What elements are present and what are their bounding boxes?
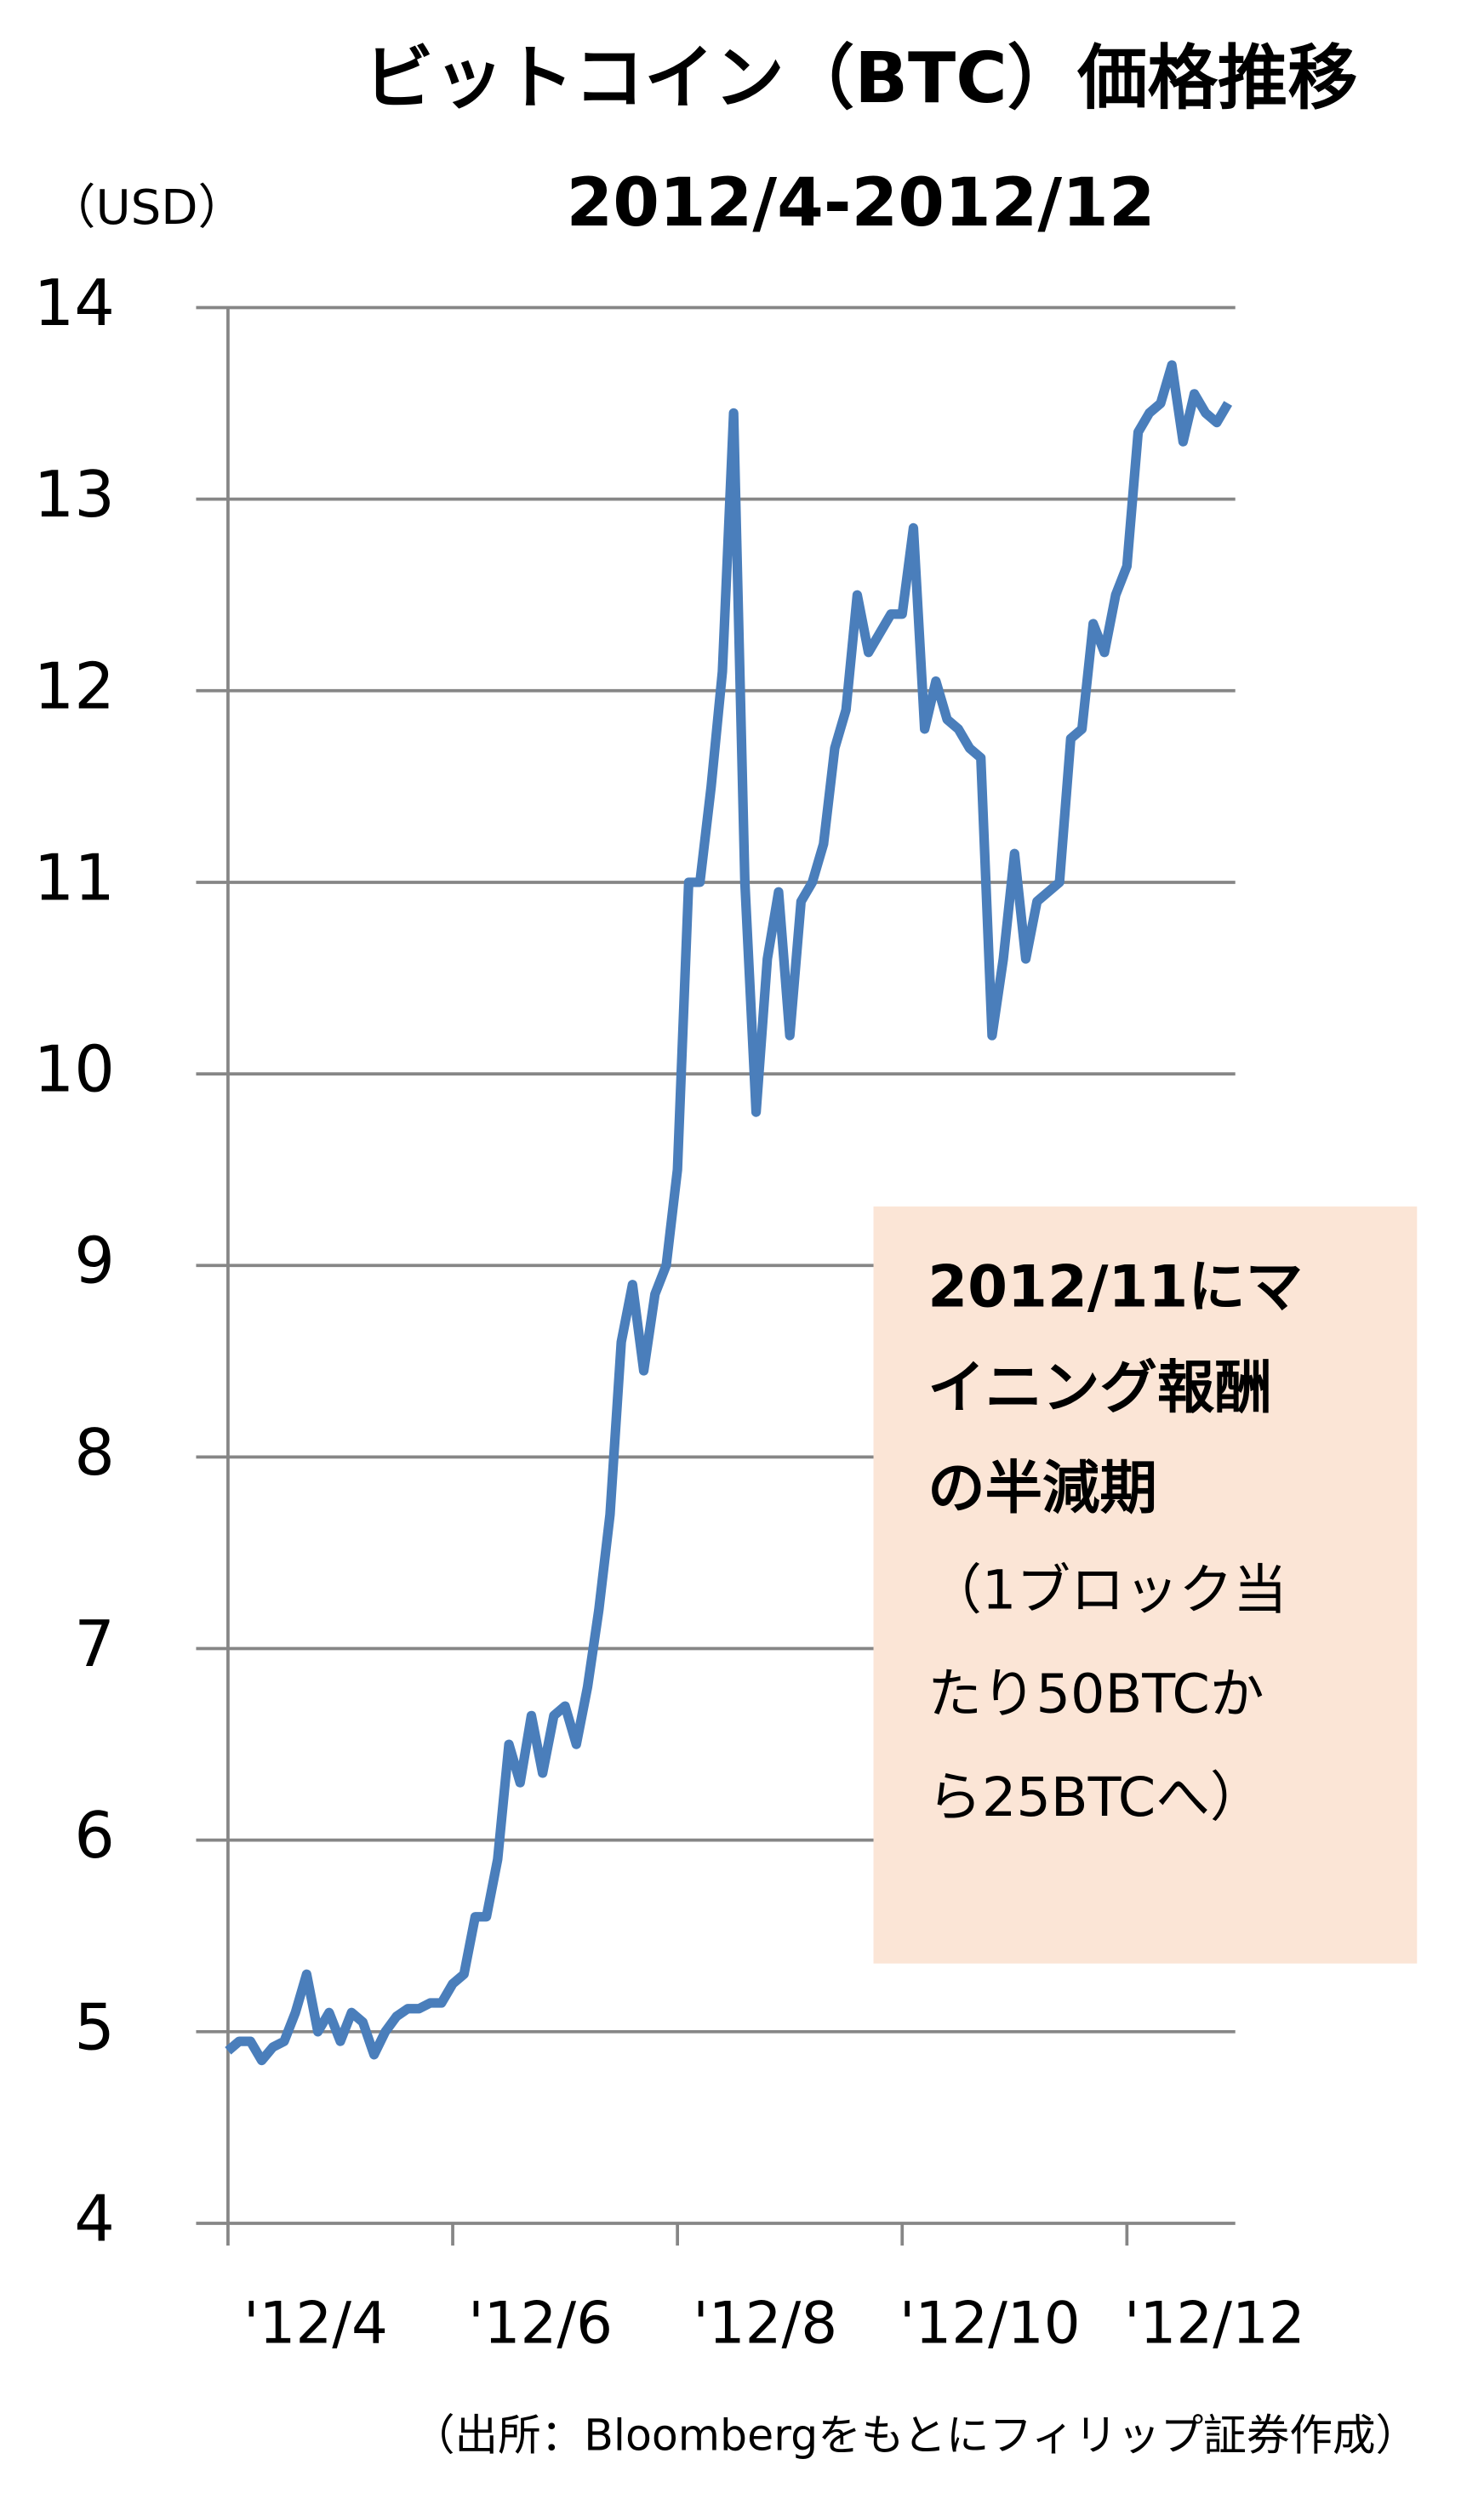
y-tick-label: 9: [74, 1224, 115, 1298]
annotation-box: [873, 1206, 1418, 1964]
y-tick-label: 4: [74, 2181, 115, 2256]
x-tick-label: '12/10: [899, 2289, 1081, 2356]
chart-subtitle: 2012/4-2012/12: [566, 163, 1155, 242]
source-note: （出所：Bloombergをもとにフィリップ証券作成）: [412, 2410, 1418, 2460]
x-tick-label: '12/8: [693, 2289, 837, 2356]
x-tick-label: '12/4: [243, 2289, 388, 2356]
y-axis-label: （USD）: [48, 180, 245, 236]
y-tick-label: 7: [74, 1606, 115, 1681]
chart-title: ビットコイン（BTC）価格推移: [363, 38, 1357, 119]
x-tick-label: '12/12: [1124, 2289, 1305, 2356]
annotation-text: 2012/11にマ: [928, 1253, 1303, 1321]
x-tick-label: '12/6: [468, 2289, 613, 2356]
annotation-text: ら25BTCへ）: [928, 1766, 1264, 1829]
annotation-text: の半減期: [928, 1454, 1157, 1521]
y-tick-label: 10: [34, 1032, 115, 1107]
price-line: [225, 360, 1233, 2066]
y-tick-label: 5: [74, 1989, 115, 2064]
y-tick-label: 13: [34, 457, 115, 532]
y-tick-label: 14: [34, 265, 115, 340]
annotation-text: イニング報酬: [928, 1354, 1272, 1421]
y-tick-label: 12: [34, 648, 115, 723]
annotation-text: （1ブロック当: [928, 1560, 1287, 1623]
y-tick-label: 8: [74, 1415, 115, 1490]
y-tick-label: 11: [34, 840, 115, 915]
annotation-text: たり50BTCか: [928, 1663, 1264, 1726]
y-tick-label: 6: [74, 1798, 115, 1873]
